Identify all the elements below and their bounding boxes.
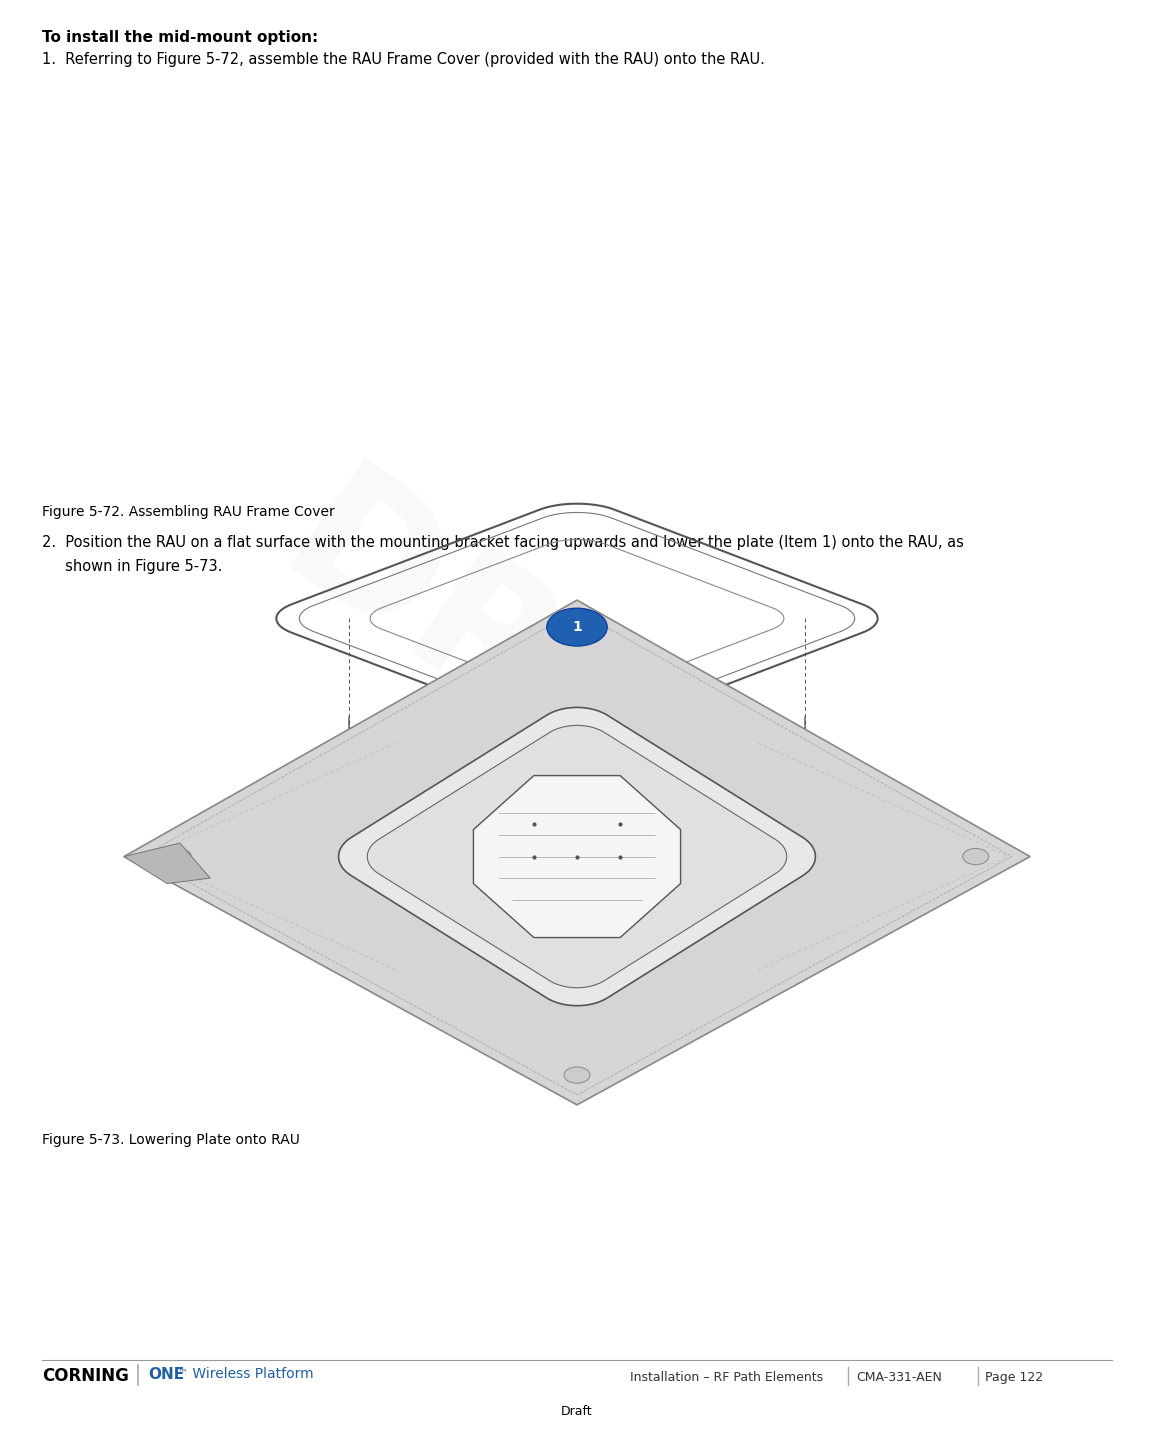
Text: Figure 5-72. Assembling RAU Frame Cover: Figure 5-72. Assembling RAU Frame Cover	[42, 505, 335, 519]
Text: Draft: Draft	[561, 1405, 593, 1418]
Circle shape	[564, 623, 590, 639]
Text: E: E	[389, 805, 394, 814]
Text: CMA-331-AEN: CMA-331-AEN	[856, 1370, 942, 1383]
Polygon shape	[123, 600, 1031, 1105]
Text: CORNING: CORNING	[42, 1368, 129, 1385]
Polygon shape	[338, 707, 816, 1006]
Text: Installation – RF Path Elements: Installation – RF Path Elements	[630, 1370, 823, 1383]
Text: shown in Figure 5-73.: shown in Figure 5-73.	[42, 560, 223, 574]
Text: 2.  Position the RAU on a flat surface with the mounting bracket facing upwards : 2. Position the RAU on a flat surface wi…	[42, 535, 964, 550]
Circle shape	[962, 848, 989, 865]
Circle shape	[564, 1068, 590, 1083]
Text: DRAFT: DRAFT	[250, 452, 904, 984]
Text: ONE: ONE	[148, 1368, 185, 1382]
Text: DRAFT: DRAFT	[654, 768, 845, 891]
Circle shape	[547, 608, 607, 646]
Text: To install the mid-mount option:: To install the mid-mount option:	[42, 30, 319, 44]
Polygon shape	[123, 844, 210, 884]
Text: Figure 5-73. Lowering Plate onto RAU: Figure 5-73. Lowering Plate onto RAU	[42, 1134, 300, 1147]
Circle shape	[165, 848, 192, 865]
Text: Wireless Platform: Wireless Platform	[188, 1368, 314, 1380]
Text: 1: 1	[572, 620, 582, 634]
Polygon shape	[473, 775, 681, 937]
Text: 1.  Referring to Figure 5-72, assemble the RAU Frame Cover (provided with the RA: 1. Referring to Figure 5-72, assemble th…	[42, 52, 765, 67]
Text: Page 122: Page 122	[986, 1370, 1043, 1383]
Polygon shape	[367, 726, 787, 987]
Text: ™: ™	[178, 1368, 188, 1378]
